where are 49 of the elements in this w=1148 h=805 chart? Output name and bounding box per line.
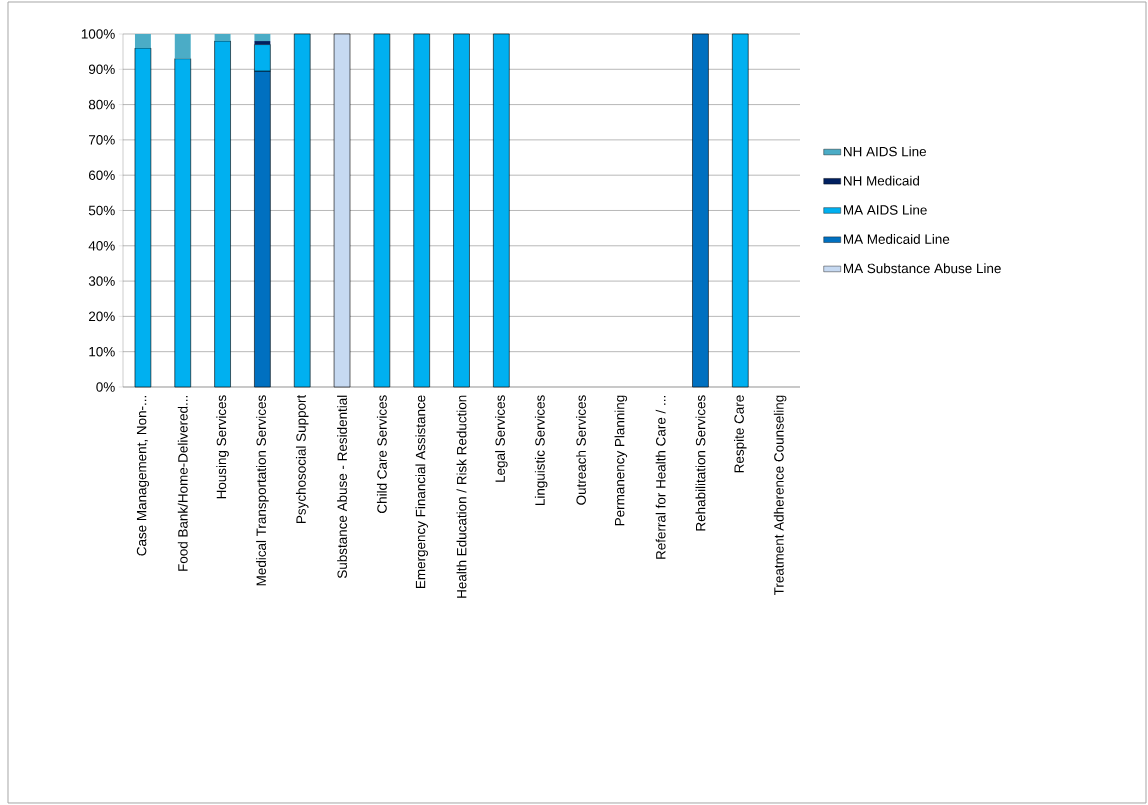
bar — [373, 33, 391, 388]
y-tick-label: 0% — [96, 382, 115, 392]
x-tick-label: Substance Abuse - Residential — [337, 395, 347, 579]
legend-label: MA Substance Abuse Line — [844, 263, 1001, 274]
bar — [254, 41, 271, 45]
x-tick-label: Legal Services — [495, 395, 508, 482]
x-tick-label: Child Care Services — [376, 395, 387, 513]
legend-label: MA AIDS Line — [844, 204, 927, 215]
bar — [214, 33, 231, 42]
x-tick-label: Outreach Services — [576, 395, 586, 505]
bar — [413, 33, 430, 388]
bar — [254, 33, 271, 42]
bar — [174, 58, 192, 388]
bar — [732, 33, 749, 388]
y-tick-label: 50% — [88, 205, 115, 216]
x-tick-label: Respite Care — [734, 395, 747, 473]
x-tick-label: Psychosocial Support — [295, 394, 309, 523]
x-tick-label: Rehabilitation Services — [695, 395, 706, 531]
y-tick-label: 20% — [88, 311, 115, 322]
x-tick-label: Case Management, Non-... — [136, 396, 150, 556]
y-tick-label: 60% — [89, 170, 115, 180]
y-tick-label: 30% — [88, 276, 115, 286]
bar — [692, 33, 709, 388]
x-tick-label: Emergency Financial Assistance — [415, 395, 428, 588]
bar — [134, 33, 151, 49]
x-tick-label: Permanency Planning — [614, 395, 628, 526]
x-tick-label: Referral for Health Care / ... — [655, 396, 666, 559]
y-tick-label: 40% — [88, 241, 115, 251]
x-tick-label: Treatment Adherence Counseling — [773, 395, 787, 596]
bar — [453, 33, 470, 388]
x-tick-label: Housing Services — [216, 395, 229, 499]
bar — [134, 47, 152, 388]
bar — [493, 33, 510, 388]
bar — [293, 33, 311, 388]
y-tick-label: 70% — [89, 135, 115, 145]
x-tick-label: Health Education / Risk Reduction — [456, 395, 467, 598]
y-tick-label: 80% — [88, 99, 115, 110]
x-tick-label: Linguistic Services — [534, 395, 548, 506]
y-tick-label: 10% — [89, 346, 115, 357]
y-tick-label: 90% — [88, 64, 115, 75]
x-tick-label: Food Bank/Home-Delivered... — [177, 396, 188, 571]
y-tick-label: 100% — [81, 29, 115, 39]
bar — [333, 33, 351, 388]
legend-label: MA Medicaid Line — [844, 234, 950, 244]
legend-label: NH AIDS Line — [844, 146, 927, 157]
bar — [214, 40, 231, 388]
bar — [174, 33, 191, 59]
x-tick-label: Medical Transportation Services — [256, 395, 269, 586]
legend-label: NH Medicaid — [844, 175, 919, 186]
